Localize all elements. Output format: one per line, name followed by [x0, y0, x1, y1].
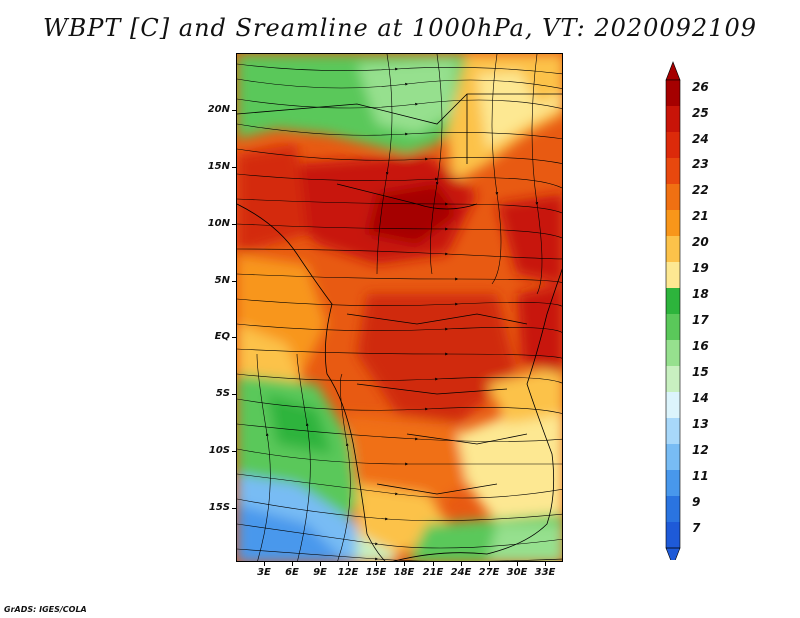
colorbar-segment	[666, 340, 680, 366]
chart-title: WBPT [C] and Sreamline at 1000hPa, VT: 2…	[42, 14, 758, 42]
lat-label: EQ	[214, 331, 230, 342]
lat-tick	[232, 508, 236, 509]
colorbar-segments	[665, 61, 681, 560]
lat-label: 15N	[207, 161, 230, 172]
colorbar-label: 22	[692, 183, 709, 197]
colorbar-label: 23	[692, 157, 709, 171]
lon-label: 21E	[422, 567, 444, 578]
lon-label: 30E	[506, 567, 528, 578]
colorbar-label: 18	[692, 287, 709, 301]
lat-tick	[232, 451, 236, 452]
lon-tick	[461, 562, 462, 566]
colorbar-label: 26	[692, 80, 709, 94]
lat-label: 10S	[208, 445, 230, 456]
colorbar-label: 21	[692, 209, 709, 223]
colorbar-label: 25	[692, 106, 709, 120]
colorbar-segment	[666, 106, 680, 132]
wbpt-field-map	[237, 54, 562, 561]
colorbar-segment	[666, 444, 680, 470]
lon-tick	[264, 562, 265, 566]
lon-label: 18E	[393, 567, 415, 578]
colorbar-segment	[666, 288, 680, 314]
lon-label: 3E	[257, 567, 271, 578]
lat-tick	[232, 167, 236, 168]
colorbar-segment	[666, 522, 680, 548]
colorbar-bottom-arrow	[665, 547, 681, 560]
lon-tick	[292, 562, 293, 566]
lat-label: 5N	[214, 275, 230, 286]
colorbar-frame	[665, 79, 681, 549]
colorbar-label: 12	[692, 443, 709, 457]
lon-label: 6E	[285, 567, 299, 578]
colorbar-segment	[666, 262, 680, 288]
lon-tick	[404, 562, 405, 566]
colorbar-label: 20	[692, 235, 709, 249]
colorbar-segment	[666, 314, 680, 340]
colorbar-label: 7	[692, 521, 701, 535]
lon-tick	[376, 562, 377, 566]
lon-label: 27E	[478, 567, 500, 578]
colorbar-segment	[666, 418, 680, 444]
streamlines	[237, 54, 562, 561]
colorbar-segment	[666, 80, 680, 106]
lon-tick	[517, 562, 518, 566]
colorbar-label: 17	[692, 313, 709, 327]
lon-tick	[320, 562, 321, 566]
colorbar-label: 24	[692, 132, 709, 146]
colorbar-segment	[666, 158, 680, 184]
colorbar-label: 19	[692, 261, 709, 275]
colorbar-label: 11	[692, 469, 709, 483]
colorbar-label: 9	[692, 495, 701, 509]
lon-label: 15E	[365, 567, 387, 578]
colorbar-segment	[666, 132, 680, 158]
colorbar-label: 15	[692, 365, 709, 379]
colorbar-segment	[666, 470, 680, 496]
lat-tick	[232, 337, 236, 338]
colorbar-segment	[666, 496, 680, 522]
lon-tick	[348, 562, 349, 566]
colorbar	[665, 61, 681, 560]
lat-label: 5S	[215, 388, 230, 399]
colorbar-segment	[666, 184, 680, 210]
temperature-shading	[237, 54, 562, 561]
lon-label: 9E	[313, 567, 327, 578]
lat-tick	[232, 224, 236, 225]
lon-label: 24E	[450, 567, 472, 578]
lon-label: 12E	[337, 567, 359, 578]
lon-label: 33E	[534, 567, 556, 578]
lat-tick	[232, 110, 236, 111]
colorbar-label: 14	[692, 391, 709, 405]
lat-tick	[232, 281, 236, 282]
colorbar-segment	[666, 236, 680, 262]
lon-tick	[489, 562, 490, 566]
colorbar-segment	[666, 392, 680, 418]
lat-tick	[232, 394, 236, 395]
lon-tick	[545, 562, 546, 566]
colorbar-label: 13	[692, 417, 709, 431]
colorbar-top-arrow	[665, 61, 681, 81]
lat-label: 20N	[207, 104, 230, 115]
lon-tick	[433, 562, 434, 566]
map-panel	[236, 53, 563, 562]
lat-label: 15S	[208, 502, 230, 513]
colorbar-label: 16	[692, 339, 709, 353]
footer-credit: GrADS: IGES/COLA	[4, 605, 87, 614]
colorbar-segment	[666, 210, 680, 236]
lat-label: 10N	[207, 218, 230, 229]
colorbar-segment	[666, 366, 680, 392]
